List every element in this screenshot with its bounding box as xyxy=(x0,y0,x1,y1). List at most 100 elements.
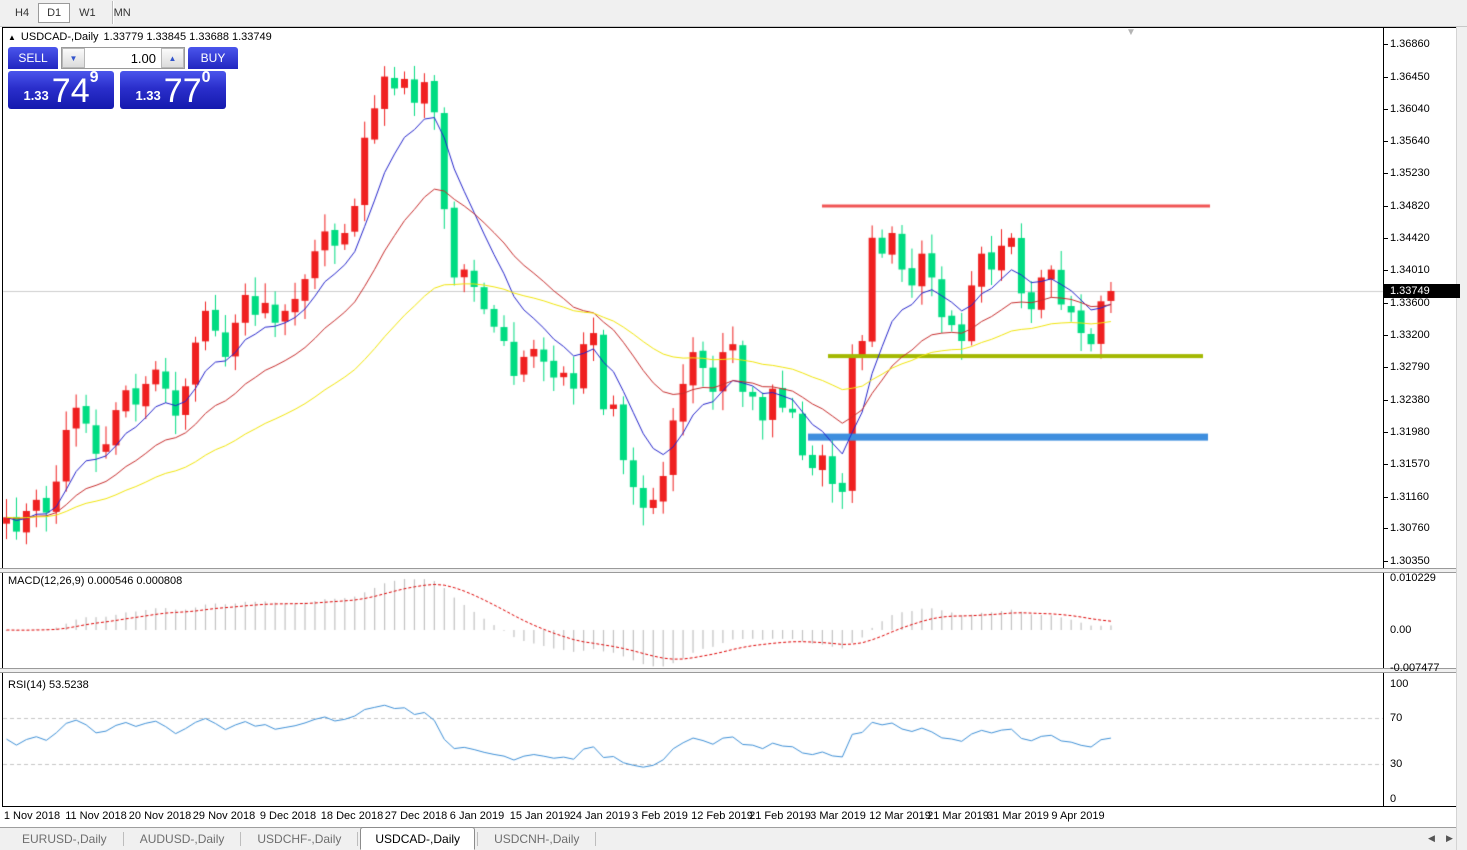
tab-divider xyxy=(595,832,597,846)
one-click-trading-panel: SELL ▼ ▲ BUY 1.33 74 9 1.33 77 0 xyxy=(8,47,238,109)
price-axis-label: 1.31160 xyxy=(1390,490,1429,503)
rsi-axis-label: 100 xyxy=(1390,677,1409,690)
price-axis-tick xyxy=(1384,140,1388,142)
symbol-tabs-bar: EURUSD-,Daily AUDUSD-,Daily USDCHF-,Daily U… xyxy=(0,826,1456,850)
rsi-axis-label: 70 xyxy=(1390,712,1403,725)
chart-symbol-label: USDCAD-,Daily xyxy=(20,31,99,43)
volume-decrease-button[interactable]: ▼ xyxy=(62,48,85,68)
price-axis-tick xyxy=(1384,206,1388,207)
date-axis-label: 9 Dec 2018 xyxy=(259,810,317,822)
panel-separator-rsi[interactable] xyxy=(0,668,1456,673)
tab-scroll-right-icon[interactable]: ▶ xyxy=(1446,833,1453,843)
timeframe-tab-w1[interactable]: W1 xyxy=(79,6,96,19)
symbol-tab-audusd[interactable]: AUDUSD-,Daily xyxy=(139,832,225,846)
volume-increase-button[interactable]: ▲ xyxy=(161,48,184,68)
date-axis-label: 11 Nov 2018 xyxy=(65,810,127,822)
volume-stepper: ▼ ▲ xyxy=(61,47,185,69)
price-axis-tick xyxy=(1384,334,1388,336)
chart-ohlc-values: 1.33779 1.33845 1.33688 1.33749 xyxy=(103,31,272,43)
sell-price-quote[interactable]: 1.33 74 9 xyxy=(8,69,114,110)
price-axis-tick xyxy=(1384,237,1388,239)
date-axis-label: 12 Feb 2019 xyxy=(691,810,753,822)
date-axis-label: 18 Dec 2018 xyxy=(320,810,384,822)
price-axis-label: 1.30760 xyxy=(1390,522,1430,535)
buy-price-base: 1.33 xyxy=(135,88,161,103)
date-axis-label: 15 Jan 2019 xyxy=(509,810,571,822)
symbol-tab-usdchf[interactable]: USDCHF-,Daily xyxy=(257,832,342,846)
macd-title: MACD(12,26,9) 0.000546 0.000808 xyxy=(8,575,183,587)
price-axis-label: 1.33600 xyxy=(1390,296,1430,309)
sell-price-base: 1.33 xyxy=(23,88,49,103)
price-axis-label: 1.36040 xyxy=(1390,103,1430,116)
price-axis-label: 1.32790 xyxy=(1390,361,1430,374)
tab-divider xyxy=(357,832,359,846)
date-axis-label: 3 Mar 2019 xyxy=(810,810,866,822)
price-axis-tick xyxy=(1384,109,1388,111)
price-axis-label: 1.31570 xyxy=(1390,458,1430,471)
price-axis-tick xyxy=(1384,367,1388,369)
date-axis-label: 24 Jan 2019 xyxy=(569,810,631,822)
sell-button[interactable]: SELL xyxy=(8,47,58,69)
price-axis-label: 1.30350 xyxy=(1390,554,1430,567)
date-axis-label: 21 Feb 2019 xyxy=(749,810,811,822)
price-axis-tick xyxy=(1384,44,1388,45)
date-axis-label: 20 Nov 2018 xyxy=(128,810,192,822)
rsi-axis-label: 0 xyxy=(1390,793,1397,805)
buy-price-big: 77 xyxy=(163,72,202,110)
macd-axis-label: 0.00 xyxy=(1390,624,1412,636)
symbol-tab-usdcnh[interactable]: USDCNH-,Daily xyxy=(494,832,580,846)
timeframe-tabs: H4 D1 W1 MN xyxy=(6,2,140,23)
sell-price-big: 74 xyxy=(51,72,90,110)
sell-price-pip: 9 xyxy=(89,69,99,86)
macd-axis-label: -0.007477 xyxy=(1390,662,1440,674)
rsi-title: RSI(14) 53.5238 xyxy=(8,679,89,691)
price-axis-tick xyxy=(1384,528,1388,530)
price-axis-label: 1.31980 xyxy=(1390,425,1430,438)
symbol-tab-usdcad[interactable]: USDCAD-,Daily xyxy=(360,826,476,850)
tab-scroll-left-icon[interactable]: ◀ xyxy=(1428,833,1435,843)
chart-frame-bottom xyxy=(2,806,1456,807)
price-axis-label: 1.34010 xyxy=(1390,264,1430,277)
collapse-icon[interactable]: ▲ xyxy=(8,32,16,42)
date-axis-label: 21 Mar 2019 xyxy=(927,810,989,822)
date-axis-label: 29 Nov 2018 xyxy=(192,810,256,822)
price-axis-label: 1.34420 xyxy=(1390,231,1430,244)
timeframe-toolbar: H4 D1 W1 MN xyxy=(0,0,1467,27)
rsi-axis-label: 30 xyxy=(1390,758,1403,771)
date-axis-label: 31 Mar 2019 xyxy=(987,810,1049,822)
macd-axis-label: 0.010229 xyxy=(1390,572,1436,584)
timeframe-tab-h4[interactable]: H4 xyxy=(15,6,30,19)
price-axis-tick xyxy=(1384,399,1388,401)
price-axis-tick xyxy=(1384,560,1388,562)
date-axis-label: 12 Mar 2019 xyxy=(869,810,931,822)
window-right-strip xyxy=(1456,0,1467,850)
price-axis-label: 1.35640 xyxy=(1390,134,1430,147)
chart-frame-left xyxy=(2,27,3,807)
date-axis-label: 6 Jan 2019 xyxy=(449,810,505,822)
date-axis-label: 1 Nov 2018 xyxy=(3,810,61,822)
price-axis-tick xyxy=(1384,496,1388,498)
panel-separator-macd[interactable] xyxy=(0,568,1456,573)
timeframe-tab-mn[interactable]: MN xyxy=(113,6,131,19)
volume-input[interactable] xyxy=(85,48,161,68)
price-axis-tick xyxy=(1384,173,1388,175)
price-axis-tick xyxy=(1384,302,1388,304)
date-axis-label: 3 Feb 2019 xyxy=(632,810,688,822)
price-axis-label: 1.32380 xyxy=(1390,393,1430,406)
date-axis-label: 27 Dec 2018 xyxy=(384,810,448,822)
price-axis-tick xyxy=(1384,270,1388,272)
price-axis-tick xyxy=(1384,76,1388,78)
buy-price-quote[interactable]: 1.33 77 0 xyxy=(120,69,226,110)
timeframe-tab-d1[interactable]: D1 xyxy=(38,2,71,23)
tab-divider xyxy=(122,832,124,846)
chart-frame-top xyxy=(2,27,1456,28)
buy-button[interactable]: BUY xyxy=(188,47,238,69)
price-axis-label: 1.33200 xyxy=(1390,328,1430,341)
price-axis-label: 1.34820 xyxy=(1390,200,1430,212)
tab-divider xyxy=(477,832,479,846)
symbol-tab-eurusd[interactable]: EURUSD-,Daily xyxy=(22,832,107,846)
current-price-badge: 1.33749 xyxy=(1384,284,1460,299)
price-axis-label: 1.36860 xyxy=(1390,38,1430,50)
